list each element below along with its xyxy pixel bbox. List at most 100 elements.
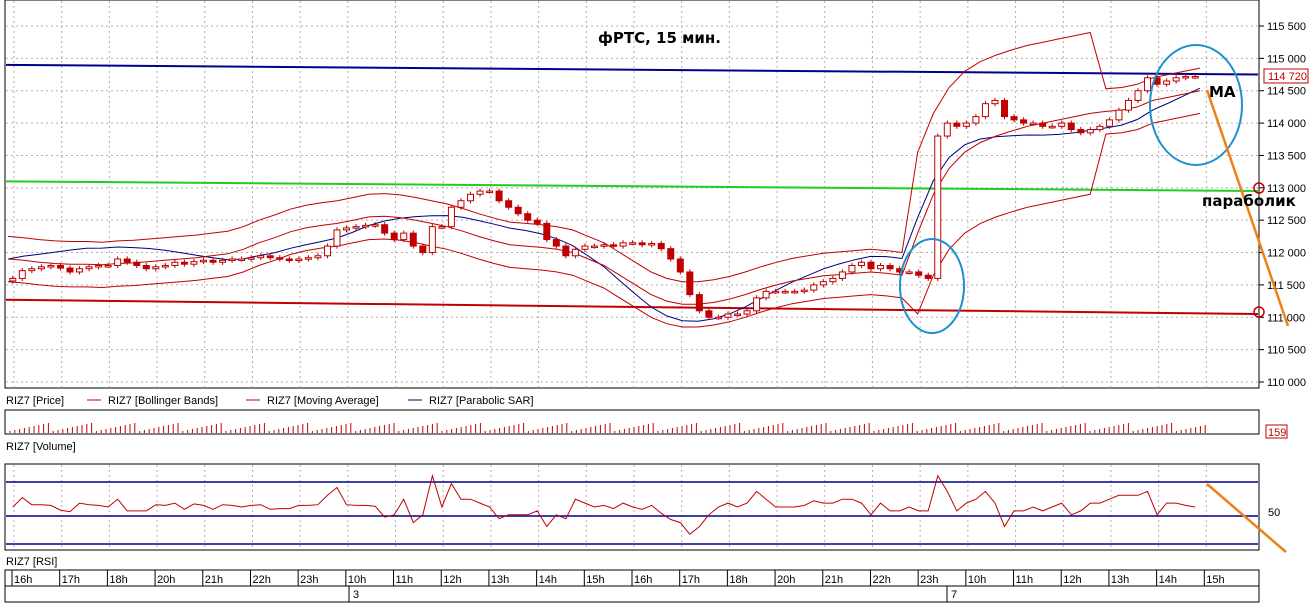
candle-body <box>180 261 188 265</box>
candle-body <box>1144 77 1152 92</box>
candle-body <box>152 266 160 270</box>
time-axis: 16h 17h 18h 20h 21h 22h 23h 10h 11h 12h 13h 14h 15h 1… <box>11 570 1225 586</box>
level-lower <box>5 298 1259 316</box>
candle-body <box>819 281 827 286</box>
annotation-ellipse-right <box>1149 44 1243 166</box>
annotation-arrow-rsi <box>1206 483 1287 553</box>
candle-body <box>400 232 408 241</box>
level-marker-middle <box>1253 182 1265 194</box>
candle-body <box>362 224 370 228</box>
candle-body <box>457 200 465 208</box>
candle-body <box>9 277 17 282</box>
time-tick-label: 23h <box>920 574 938 586</box>
candle-body <box>648 242 656 246</box>
candle-body <box>171 261 179 266</box>
volume-panel-frame <box>4 409 1260 435</box>
volume-value-box <box>1265 424 1288 439</box>
price-axis: 115 500 115 000 114 500 114 000 113 500 113 0… <box>1259 21 1306 389</box>
moving-average-line <box>7 90 1201 305</box>
annotation-arrow-price <box>1205 89 1290 327</box>
price-tick-label: 110 000 <box>1267 377 1306 389</box>
candle-body <box>524 213 532 221</box>
candle-body <box>724 313 732 318</box>
volume-value: 159 <box>1268 427 1286 439</box>
rsi-tick-50: 50 <box>1268 507 1280 519</box>
current-price-tag-box <box>1263 68 1309 84</box>
annotation-parabolic: параболик <box>1202 192 1296 210</box>
candle-body <box>695 294 703 312</box>
candle-body <box>199 259 207 263</box>
candle-body <box>247 257 255 260</box>
candle-body <box>838 271 846 279</box>
time-tick-label: 12h <box>443 574 461 586</box>
time-tick-label: 15h <box>586 574 604 586</box>
candle-body <box>552 239 560 247</box>
candle-body <box>1134 90 1142 101</box>
time-tick-label: 14h <box>539 574 557 586</box>
candle-body <box>1020 119 1028 124</box>
candle-body <box>610 244 618 247</box>
candle-body <box>972 116 980 124</box>
candle-body <box>466 193 474 202</box>
candles <box>9 73 1199 320</box>
time-tick-label: 18h <box>109 574 127 586</box>
candle-body <box>848 264 856 273</box>
rsi-line <box>12 473 1196 536</box>
candle-body <box>209 259 217 263</box>
time-tick-label: 10h <box>968 574 986 586</box>
price-tick-label: 114 500 <box>1267 86 1306 98</box>
price-gridlines <box>6 1 1258 549</box>
candle-body <box>381 224 389 234</box>
candle-body <box>18 270 26 279</box>
candle-body <box>1096 125 1104 131</box>
candle-body <box>600 244 608 247</box>
candle-body <box>590 245 598 249</box>
current-price-tag: 114 720 <box>1268 71 1307 83</box>
candle-body <box>304 257 312 260</box>
price-tick-label: 110 500 <box>1267 345 1306 357</box>
time-tick-label: 21h <box>825 574 843 586</box>
price-tick-label: 113 000 <box>1267 183 1306 195</box>
time-tick-label: 16h <box>634 574 652 586</box>
price-tick-label: 115 500 <box>1267 21 1306 33</box>
candle-body <box>800 289 808 293</box>
date-label-1: 3 <box>353 589 359 601</box>
candle-body <box>409 232 417 247</box>
candle-body <box>190 261 198 265</box>
candle-body <box>95 264 103 268</box>
candle-body <box>1115 109 1123 121</box>
volume-panel-label: RIZ7 [Volume] <box>6 441 76 453</box>
time-tick-label: 20h <box>777 574 795 586</box>
candle-body <box>657 242 665 250</box>
candle-body <box>438 226 446 229</box>
candle-body <box>314 255 322 259</box>
bollinger-lower <box>7 112 1201 328</box>
legend-ma: RIZ7 [Moving Average] <box>267 395 379 407</box>
candle-body <box>571 248 579 257</box>
candle-body <box>266 255 274 259</box>
candle-body <box>1191 75 1199 79</box>
candle-body <box>543 222 551 241</box>
time-tick-label: 17h <box>62 574 80 586</box>
legend-price: RIZ7 [Price] <box>6 395 64 407</box>
price-tick-label: 112 000 <box>1267 248 1306 260</box>
legend-bollinger: RIZ7 [Bollinger Bands] <box>108 395 218 407</box>
candle-body <box>877 264 885 270</box>
candle-body <box>257 255 265 259</box>
candle-body <box>390 232 398 241</box>
candle-body <box>943 122 951 137</box>
candle-body <box>1172 77 1180 82</box>
candle-body <box>991 99 999 105</box>
candle-body <box>705 310 713 318</box>
candle-body <box>667 248 675 260</box>
candle-body <box>743 310 751 315</box>
candle-body <box>133 261 141 266</box>
horizontal-levels <box>5 63 1259 316</box>
candle-body <box>581 245 589 250</box>
candle-body <box>505 200 513 208</box>
legend-sar: RIZ7 [Parabolic SAR] <box>429 395 534 407</box>
time-tick-label: 16h <box>14 574 32 586</box>
annotation-ellipse-left <box>899 238 965 334</box>
candle-body <box>781 290 789 294</box>
